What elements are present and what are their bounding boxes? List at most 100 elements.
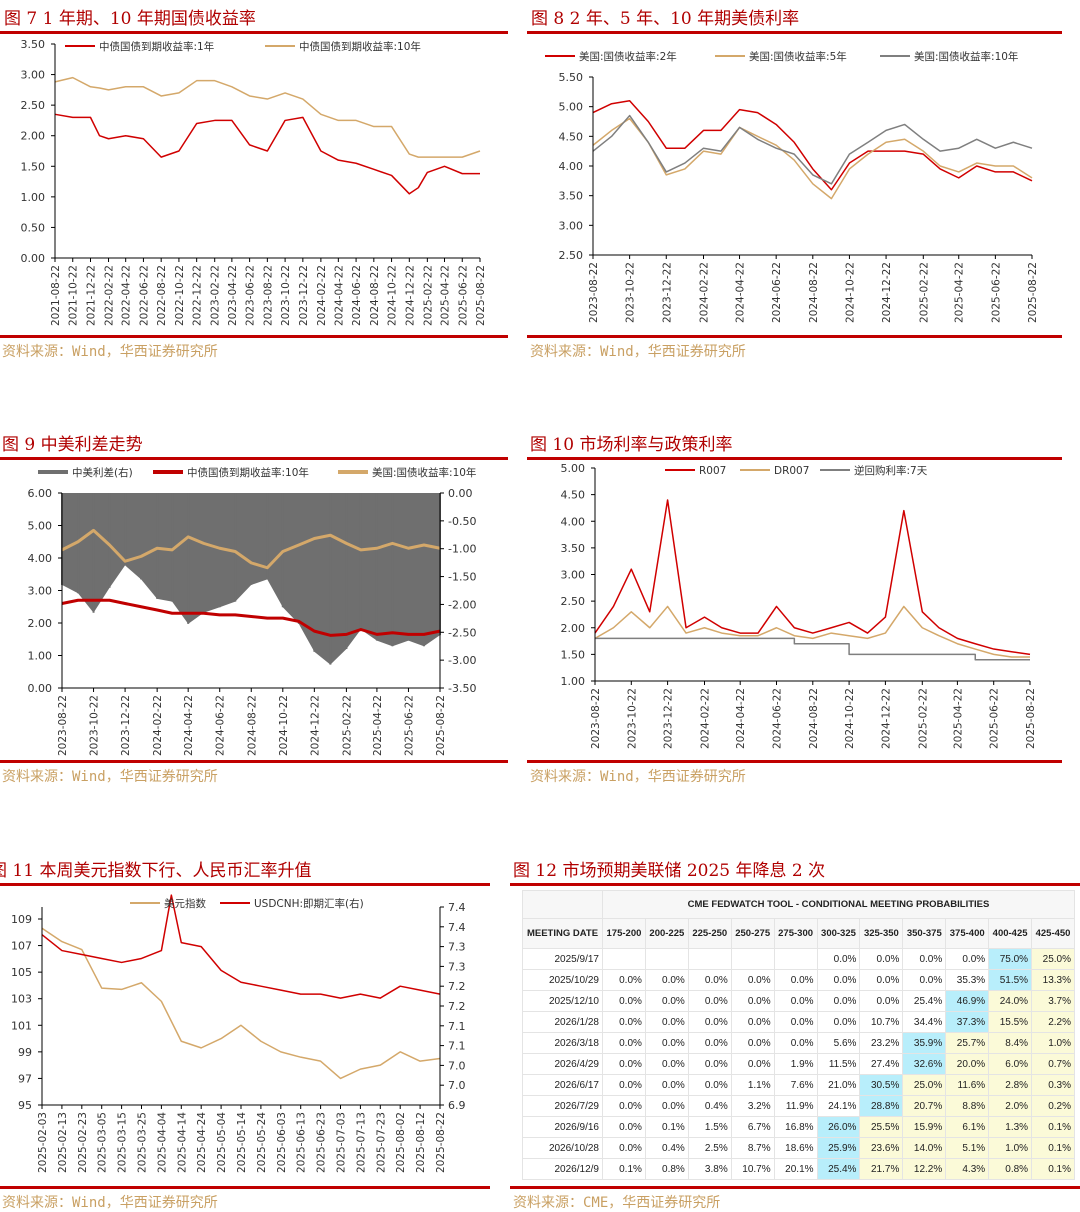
probability-cell: 0.1%: [1031, 1158, 1075, 1180]
probability-cell: 14.0%: [902, 1137, 947, 1159]
meeting-date-cell: 2026/1/28: [522, 1011, 603, 1033]
probability-cell: 46.9%: [945, 990, 990, 1012]
probability-cell: 18.6%: [773, 1137, 818, 1159]
x-tick-label: 2025-08-22: [1025, 688, 1037, 749]
probability-cell: 0.0%: [816, 969, 861, 991]
probability-cell: 1.0%: [1031, 1032, 1075, 1054]
series-line-0: [41, 927, 441, 1080]
probability-cell: 25.4%: [902, 990, 947, 1012]
x-tick-label: 2024-02-22: [699, 688, 711, 749]
probability-cell: 16.8%: [773, 1116, 818, 1138]
column-header: 375-400: [945, 918, 990, 949]
x-tick-label: 2023-10-22: [89, 695, 101, 756]
x-tick-label: 2024-08-22: [808, 262, 820, 323]
probability-cell: 8.7%: [730, 1137, 775, 1159]
probability-cell: 3.2%: [730, 1095, 775, 1117]
y-tick-label: 97: [18, 1072, 32, 1085]
probability-cell: 0.0%: [644, 1074, 689, 1096]
legend-label: 美国:国债收益率:10年: [914, 50, 1018, 63]
x-tick-label: 2025-03-15: [117, 1112, 129, 1173]
probability-cell: 3.7%: [1031, 990, 1075, 1012]
y-tick-label-right: 7.2: [448, 1000, 466, 1013]
probability-cell: 35.3%: [945, 969, 990, 991]
y-tick-label: 0.00: [21, 252, 46, 265]
x-tick-label: 2024-10-22: [278, 695, 290, 756]
probability-cell: 25.9%: [816, 1137, 861, 1159]
y-tick-label: 4.00: [28, 552, 53, 565]
probability-cell: 0.8%: [988, 1158, 1033, 1180]
legend-label: 中债国债到期收益率:1年: [99, 40, 214, 53]
probability-cell: 5.6%: [816, 1032, 861, 1054]
probability-cell: 6.1%: [945, 1116, 990, 1138]
probability-cell: 0.4%: [687, 1095, 732, 1117]
x-tick-label: 2021-12-22: [85, 265, 97, 326]
y-tick-label-right: 7.1: [448, 1020, 466, 1033]
y-tick-label: 1.00: [28, 650, 53, 663]
table-row: 2025/12/10 0.0% 0.0% 0.0% 0.0% 0.0% 0.0% 0.0% 25…: [522, 990, 1075, 1012]
divider: [0, 760, 508, 763]
chart-11: 95 97 99 101 103 105 107 109 6.9 7.0 7.0 7.1 7.1 7.2 7…: [11, 894, 466, 1173]
probability-cell: 11.9%: [773, 1095, 818, 1117]
x-tick-label: 2025-02-22: [918, 262, 930, 323]
x-tick-label: 2022-12-22: [192, 265, 204, 326]
probability-cell: 10.7%: [730, 1158, 775, 1180]
legend-label: R007: [699, 465, 726, 477]
meeting-date-cell: 2026/4/29: [522, 1053, 603, 1075]
y-tick-label-right: -1.00: [448, 543, 476, 556]
probability-cell: 0.0%: [687, 1011, 732, 1033]
y-tick-label-right: -0.50: [448, 515, 476, 528]
y-tick-label: 4.00: [559, 160, 584, 173]
probability-cell: 1.1%: [730, 1074, 775, 1096]
probability-cell: 27.4%: [859, 1053, 904, 1075]
x-tick-label: 2025-08-22: [1027, 262, 1039, 323]
y-tick-label: 5.00: [561, 462, 586, 475]
y-tick-label: 3.50: [559, 190, 584, 203]
y-tick-label: 4.50: [559, 130, 584, 143]
probability-cell: 25.0%: [902, 1074, 947, 1096]
x-tick-label: 2023-10-22: [626, 688, 638, 749]
probability-cell: 23.2%: [859, 1032, 904, 1054]
y-tick-label: 1.00: [21, 191, 46, 204]
probability-cell: 1.3%: [988, 1116, 1033, 1138]
probability-cell: 15.9%: [902, 1116, 947, 1138]
legend-label: 美元指数: [164, 897, 206, 910]
y-tick-label: 4.50: [561, 489, 586, 502]
x-tick-label: 2021-08-22: [50, 265, 62, 326]
x-tick-label: 2025-04-22: [440, 265, 452, 326]
divider: [0, 1186, 490, 1189]
x-tick-label: 2024-12-22: [309, 695, 321, 756]
x-tick-label: 2023-06-22: [245, 265, 257, 326]
probability-cell: 12.2%: [902, 1158, 947, 1180]
probability-cell: 24.0%: [988, 990, 1033, 1012]
probability-cell: 0.0%: [644, 969, 689, 991]
probability-cell: 51.5%: [988, 969, 1033, 991]
probability-cell: 0.7%: [1031, 1053, 1075, 1075]
x-tick-label: 2025-02-22: [917, 688, 929, 749]
probability-cell: 21.7%: [859, 1158, 904, 1180]
probability-cell: 10.7%: [859, 1011, 904, 1033]
probability-cell: 0.0%: [602, 1053, 646, 1075]
probability-cell: 1.9%: [773, 1053, 818, 1075]
probability-cell: 0.0%: [602, 1137, 646, 1159]
x-tick-label: 2025-07-23: [375, 1112, 387, 1173]
y-tick-label: 109: [11, 913, 32, 926]
table-row: 2026/7/29 0.0% 0.0% 0.4% 3.2% 11.9% 24.1% 28.8%…: [522, 1095, 1075, 1117]
divider: [0, 883, 490, 886]
y-tick-label-right: 7.4: [448, 901, 466, 914]
probability-cell: 0.0%: [859, 969, 904, 991]
probability-cell: 11.6%: [945, 1074, 990, 1096]
legend-label: 中债国债到期收益率:10年: [187, 466, 309, 479]
probability-cell: 0.0%: [859, 948, 904, 970]
table-row: 2025/10/29 0.0% 0.0% 0.0% 0.0% 0.0% 0.0% 0.0% 0.…: [522, 969, 1075, 991]
x-tick-label: 2025-06-22: [990, 262, 1002, 323]
probability-cell: 0.0%: [687, 1053, 732, 1075]
probability-cell: 0.0%: [730, 969, 775, 991]
meeting-date-cell: 2025/12/10: [522, 990, 603, 1012]
probability-cell: 25.7%: [945, 1032, 990, 1054]
probability-cell: 5.1%: [945, 1137, 990, 1159]
y-tick-label: 1.50: [21, 160, 46, 173]
x-tick-label: 2025-08-22: [475, 265, 487, 326]
probability-cell: 0.0%: [902, 969, 947, 991]
x-tick-label: 2022-08-22: [156, 265, 168, 326]
x-tick-label: 2025-02-22: [422, 265, 434, 326]
